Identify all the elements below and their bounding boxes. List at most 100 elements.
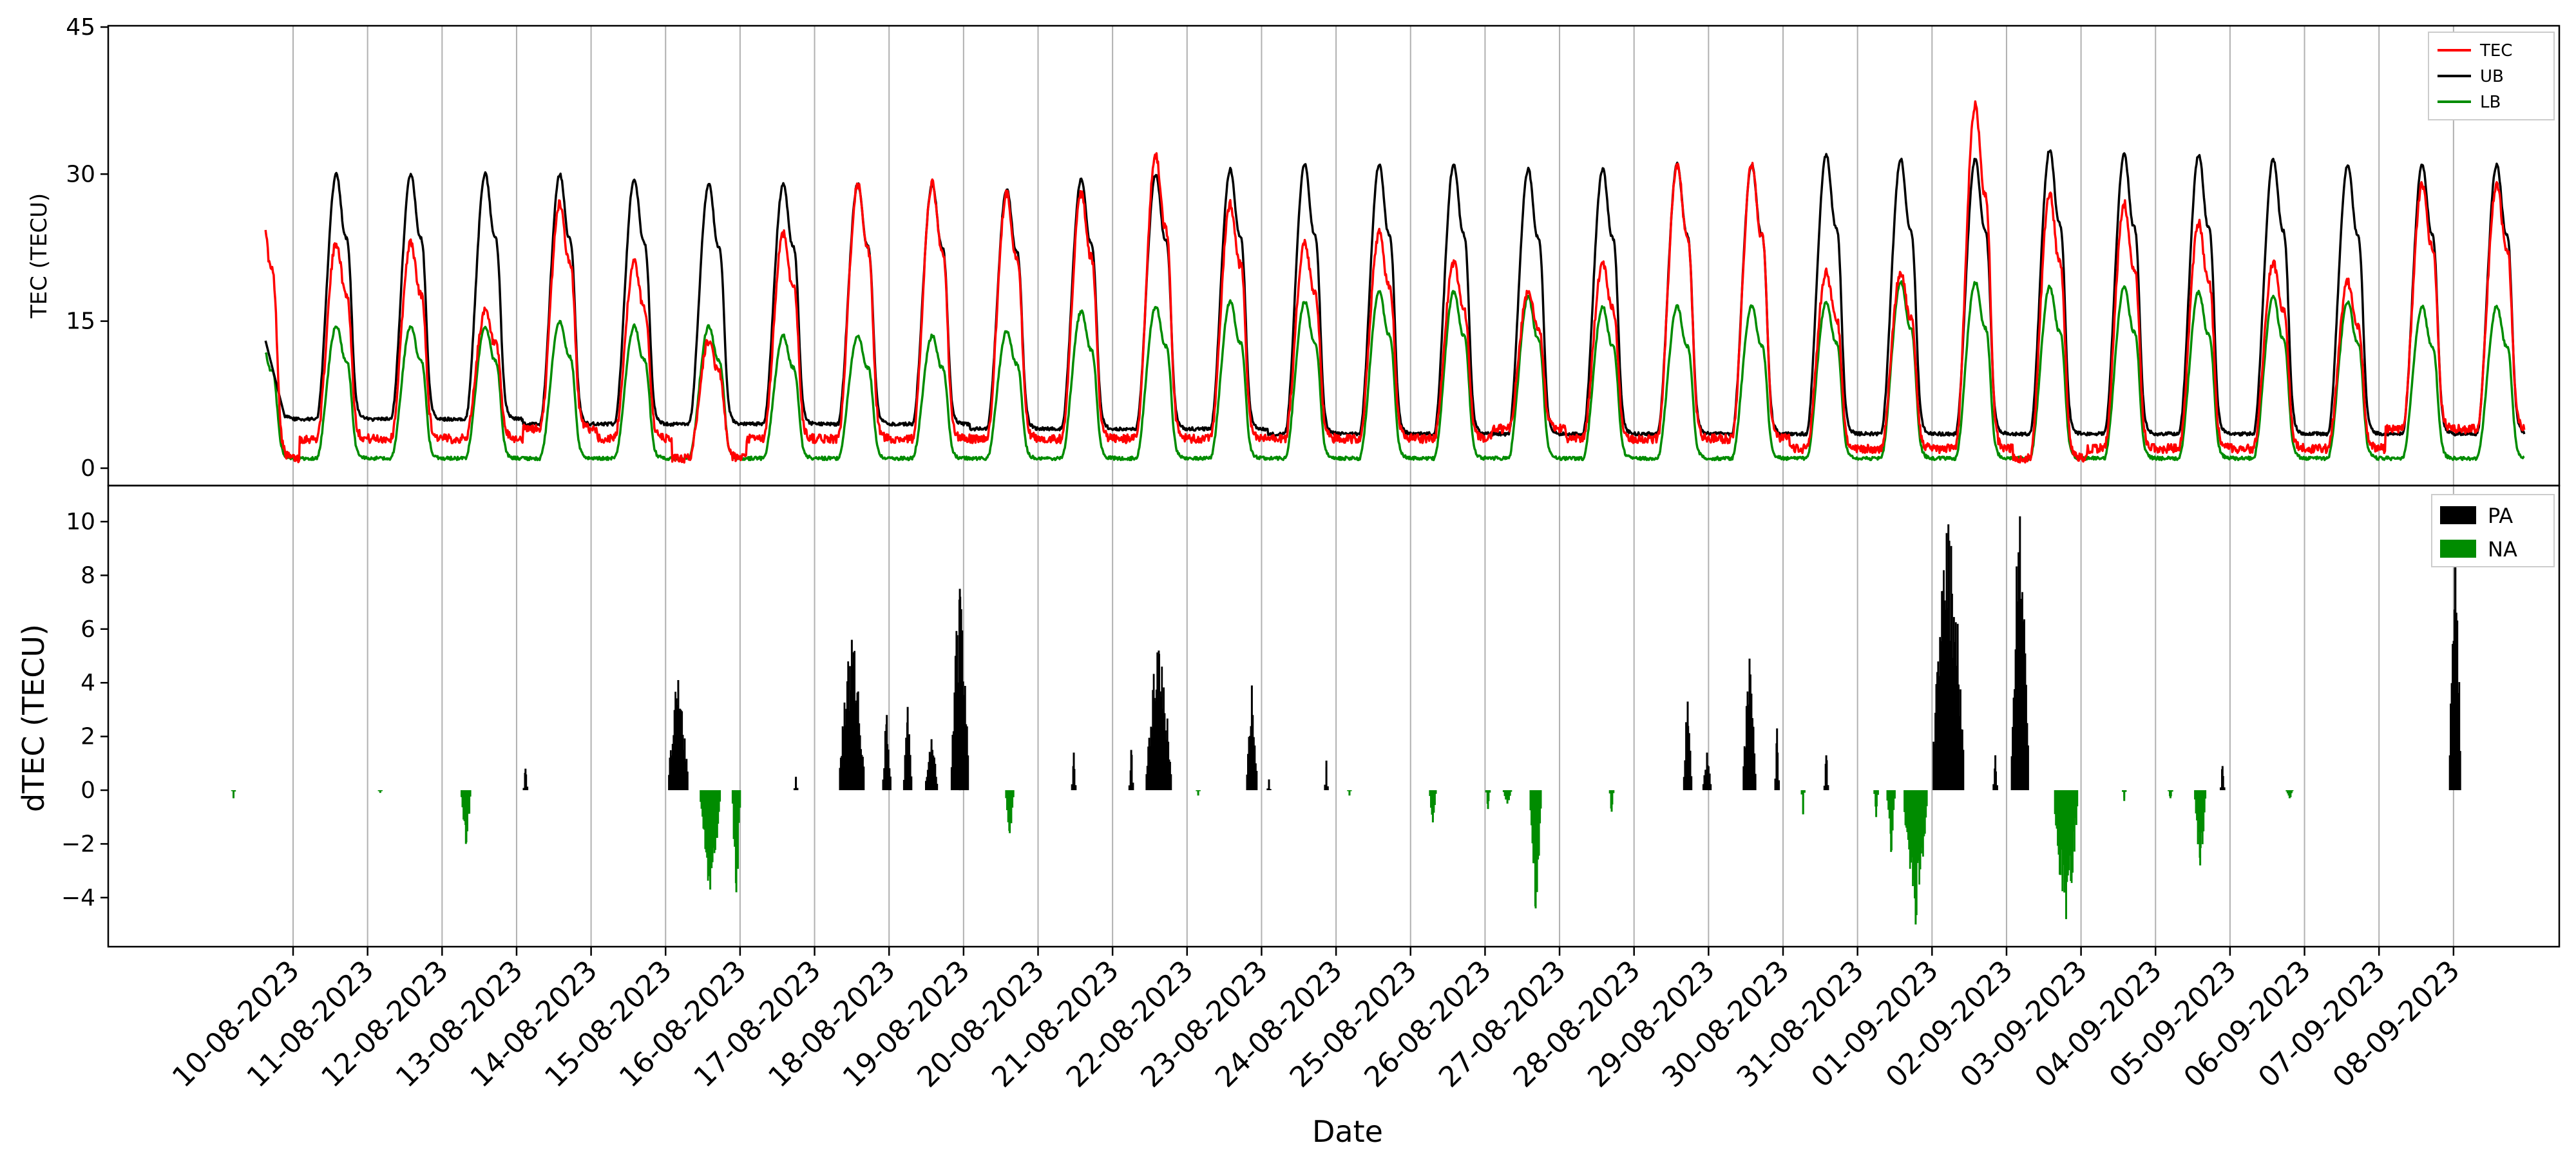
pa-bar <box>935 777 937 790</box>
na-bar <box>2201 790 2204 844</box>
dtec-y-tick-label: 6 <box>81 616 95 643</box>
ub-legend-label: UB <box>2480 67 2504 86</box>
pa-bar <box>1823 786 1826 790</box>
dtec-y-tick-label: 4 <box>81 670 95 696</box>
na-bar <box>461 790 463 797</box>
pa-peak-bar <box>1825 755 1827 790</box>
na-bar <box>2171 790 2173 792</box>
na-bar <box>1434 790 1436 805</box>
tec-series-line <box>264 100 2526 464</box>
na-bar <box>1489 790 1491 793</box>
na-bar <box>1923 790 1926 834</box>
na-bar <box>468 790 471 814</box>
pa-bar <box>1751 718 1753 790</box>
pa-peak-bar <box>2454 518 2456 790</box>
pa-bar <box>1958 684 1960 790</box>
pa-bar <box>1074 785 1077 790</box>
pa-peak-bar <box>1268 779 1270 790</box>
pa-bar <box>522 788 525 790</box>
na-bar <box>1918 790 1920 885</box>
na-bar <box>2203 790 2206 813</box>
na-bar <box>381 790 383 791</box>
na-peak-bar <box>2123 790 2126 801</box>
pa-peak-bar <box>906 706 909 790</box>
pa-bar <box>2456 620 2459 790</box>
pa-bar <box>2450 703 2452 790</box>
pa-bar <box>2220 787 2222 790</box>
pa-bar <box>685 759 688 790</box>
na-bar <box>469 790 472 797</box>
na-peak-bar <box>464 790 467 844</box>
na-peak-bar <box>735 790 738 893</box>
na-bar <box>2196 790 2198 820</box>
pa-bar <box>957 682 960 790</box>
ub-series-line <box>264 149 2526 437</box>
pa-bar <box>2457 693 2459 790</box>
na-bar <box>463 790 466 822</box>
na-bar <box>1006 790 1008 810</box>
pa-bar <box>1937 661 1940 790</box>
na-bar <box>1612 790 1615 793</box>
pa-bar <box>961 630 964 790</box>
pa-bar <box>1246 774 1248 790</box>
pa-peak-bar <box>1325 761 1328 790</box>
na-peak-bar <box>1534 790 1537 909</box>
pa-bar <box>671 744 674 790</box>
pa-bar <box>2021 592 2023 790</box>
na-bar <box>463 790 464 820</box>
pa-peak-bar <box>677 680 680 790</box>
na-bar <box>1886 790 1889 801</box>
na-bar <box>1485 790 1487 793</box>
na-bar <box>2291 790 2294 791</box>
na-bar <box>1908 790 1911 849</box>
na-bar <box>1508 790 1510 800</box>
na-bar <box>711 790 714 862</box>
pa-bar <box>952 731 955 790</box>
na-peak-bar <box>233 790 234 799</box>
pa-bar <box>1748 704 1750 790</box>
na-bar <box>2195 790 2197 814</box>
dtec-y-tick-label: 10 <box>66 509 95 535</box>
na-bar <box>2068 790 2071 856</box>
na-bar <box>739 790 741 808</box>
na-bar <box>719 790 721 802</box>
x-axis-label: Date <box>1312 1114 1383 1149</box>
na-bar <box>1010 790 1013 824</box>
na-bar <box>703 790 705 830</box>
na-peak-bar <box>1802 790 1804 815</box>
pa-bar <box>1778 780 1780 790</box>
dtec-y-tick-label: −2 <box>61 831 95 857</box>
pa-bar <box>909 755 911 790</box>
pa-bar <box>954 656 957 790</box>
pa-bar <box>928 752 931 790</box>
na-peak-bar <box>2065 790 2067 920</box>
pa-peak-bar <box>1706 752 1708 790</box>
na-bar <box>1350 790 1352 791</box>
pa-bar <box>908 734 910 790</box>
dtec-legend: PA NA <box>2431 494 2555 567</box>
na-bar <box>1608 790 1611 794</box>
pa-bar <box>1743 746 1746 790</box>
pa-bar <box>960 609 962 790</box>
pa-peak-bar <box>795 777 797 790</box>
pa-bar <box>2014 649 2017 790</box>
na-bar <box>1536 790 1538 893</box>
pa-bar <box>2022 621 2025 790</box>
pa-bar <box>1253 737 1255 790</box>
na-bar <box>1433 790 1435 813</box>
pa-peak-bar <box>1250 685 1253 790</box>
pa-bar <box>1938 676 1940 790</box>
pa-bar <box>888 768 891 790</box>
na-peak-bar <box>1875 790 1878 817</box>
na-bar <box>1196 790 1198 791</box>
pa-bar <box>2450 683 2453 790</box>
pa-bar <box>2223 787 2226 790</box>
pa-bar <box>1750 694 1753 790</box>
na-bar <box>1538 790 1540 856</box>
pa-bar <box>675 698 678 790</box>
na-bar <box>231 790 233 791</box>
pa-bar <box>882 779 884 790</box>
pa-bar <box>1753 753 1756 790</box>
na-bar <box>1505 790 1507 800</box>
na-bar <box>2289 790 2292 797</box>
